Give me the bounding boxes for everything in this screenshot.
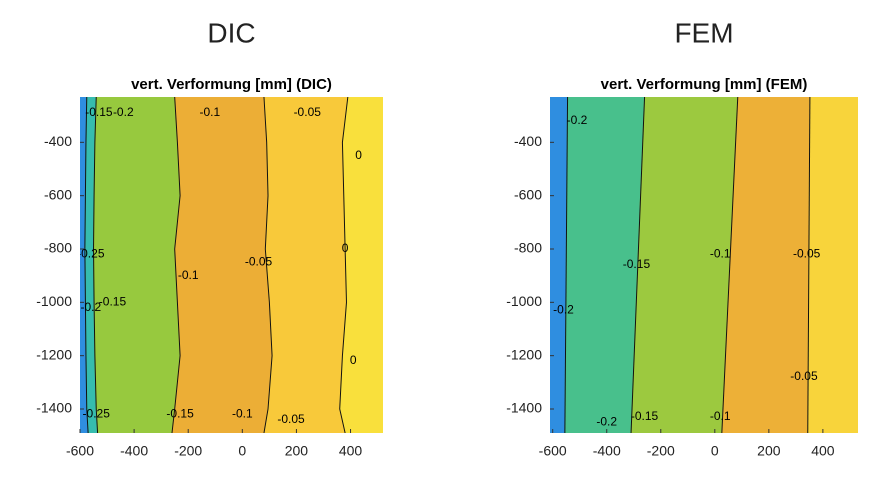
y-tick-label: -1400: [36, 400, 72, 416]
contour-label: -0.25: [77, 247, 105, 261]
contour-label: -0.15: [623, 257, 651, 271]
y-tick-label: -800: [44, 240, 72, 256]
panel-heading: FEM: [674, 17, 733, 48]
contour-label: -0.05: [277, 412, 305, 426]
y-tick-label: -400: [514, 133, 542, 149]
contour-band: [550, 97, 569, 433]
contour-label: -0.2: [567, 113, 588, 127]
contour-label: -0.05: [793, 247, 821, 261]
x-tick-label: 400: [339, 443, 363, 459]
contour-line: [93, 97, 99, 433]
contour-band: [263, 97, 349, 433]
x-tick-label: -200: [647, 443, 675, 459]
chart-title: vert. Verformung [mm] (DIC): [131, 76, 332, 93]
contour-label: 0: [342, 241, 349, 255]
panel-heading: DIC: [207, 17, 255, 48]
y-tick-label: -1000: [36, 293, 72, 309]
contour-label: -0.15: [99, 295, 127, 309]
contour-label: -0.05: [294, 105, 322, 119]
x-tick-label: 200: [285, 443, 309, 459]
contour-label: 0: [355, 148, 362, 162]
contour-label: -0.1: [200, 105, 221, 119]
x-tick-label: 400: [811, 443, 835, 459]
contour-label: -0.05: [790, 369, 818, 383]
x-tick-label: -200: [174, 443, 202, 459]
y-tick-label: -1200: [506, 346, 542, 362]
contour-label: -0.05: [245, 255, 273, 269]
contour-line: [339, 97, 349, 433]
contour-label: 0: [350, 353, 357, 367]
contour-line: [171, 97, 181, 433]
x-tick-label: 0: [711, 443, 719, 459]
x-tick-label: -600: [539, 443, 567, 459]
contour-label: -0.2: [113, 105, 134, 119]
contour-line: [807, 97, 811, 433]
x-tick-label: -400: [120, 443, 148, 459]
x-tick-label: -600: [66, 443, 94, 459]
contour-label: -0.1: [232, 407, 253, 421]
contour-label: -0.2: [596, 415, 617, 429]
contour-line: [630, 97, 646, 433]
y-tick-label: -400: [44, 133, 72, 149]
x-tick-label: 200: [757, 443, 781, 459]
contour-label: -0.2: [553, 303, 574, 317]
y-tick-label: -600: [44, 186, 72, 202]
contour-line: [263, 97, 273, 433]
contour-label: -0.1: [178, 268, 199, 282]
x-tick-label: 0: [238, 443, 246, 459]
contour-band: [93, 97, 181, 433]
contour-band: [339, 97, 383, 433]
contour-line: [564, 97, 569, 433]
y-tick-label: -1000: [506, 293, 542, 309]
y-tick-label: -600: [514, 186, 542, 202]
plot-area: -0.2 -0.15 -0.1 -0.05 -0.2 -0.05 -0.2 -0.15 -0.1: [550, 97, 858, 433]
contour-label: -0.1: [710, 409, 731, 423]
y-tick-label: -1400: [506, 400, 542, 416]
contour-line: [721, 97, 739, 433]
contour-label: -0.25: [83, 407, 111, 421]
contour-label: -0.15: [85, 105, 113, 119]
contour-label: -0.1: [710, 247, 731, 261]
contour-label: -0.15: [166, 407, 194, 421]
y-tick-label: -1200: [36, 346, 72, 362]
plot-area: -0.15 -0.2 -0.1 -0.050-0.25-0.2-0.15-0.1-0.…: [77, 97, 383, 433]
x-tick-label: -400: [593, 443, 621, 459]
contour-label: -0.2: [80, 300, 101, 314]
chart-title: vert. Verformung [mm] (FEM): [601, 76, 808, 93]
contour-label: -0.15: [631, 409, 659, 423]
y-tick-label: -800: [514, 240, 542, 256]
contour-line: [84, 97, 89, 433]
